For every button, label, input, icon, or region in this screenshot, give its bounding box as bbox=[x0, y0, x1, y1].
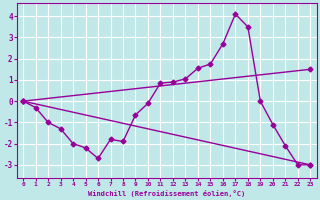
X-axis label: Windchill (Refroidissement éolien,°C): Windchill (Refroidissement éolien,°C) bbox=[88, 190, 245, 197]
